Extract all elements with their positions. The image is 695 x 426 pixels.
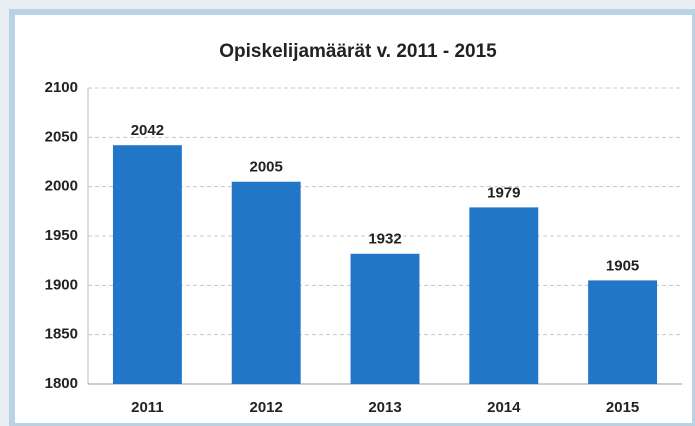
bar xyxy=(588,280,658,384)
y-tick-label: 2000 xyxy=(45,178,78,195)
bar xyxy=(469,207,539,384)
data-label: 1905 xyxy=(606,257,639,274)
x-tick-label: 2013 xyxy=(368,399,401,416)
data-label: 2005 xyxy=(250,159,283,176)
bar xyxy=(350,253,420,384)
chart-title: Opiskelijamäärät v. 2011 - 2015 xyxy=(219,41,497,62)
y-tick-label: 1900 xyxy=(45,276,78,293)
x-tick-label: 2015 xyxy=(606,399,639,416)
data-label: 1979 xyxy=(487,184,520,201)
y-tick-label: 1850 xyxy=(45,326,78,343)
y-tick-label: 1800 xyxy=(45,375,78,392)
data-label: 2042 xyxy=(131,122,164,139)
x-tick-label: 2012 xyxy=(250,399,283,416)
y-tick-label: 1950 xyxy=(45,227,78,244)
y-tick-label: 2100 xyxy=(45,79,78,96)
bar xyxy=(112,145,182,384)
y-tick-label: 2050 xyxy=(45,128,78,145)
x-tick-label: 2011 xyxy=(131,399,164,416)
bar xyxy=(231,181,301,384)
data-label: 1932 xyxy=(368,231,401,248)
x-tick-label: 2014 xyxy=(487,399,521,416)
